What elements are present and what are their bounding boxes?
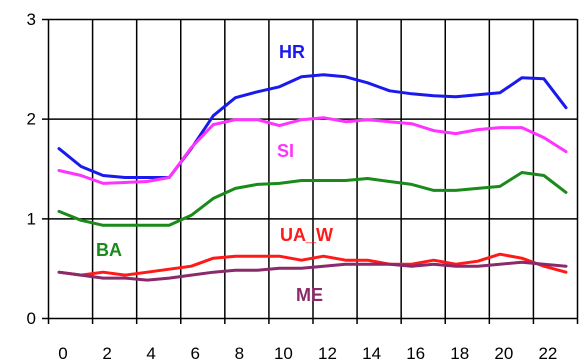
series-label-ba: BA <box>96 240 122 260</box>
x-tick-label: 12 <box>318 344 337 363</box>
x-tick-label: 0 <box>58 344 67 363</box>
x-tick-label: 2 <box>102 344 111 363</box>
y-tick-label: 0 <box>27 309 36 328</box>
y-tick-label: 2 <box>27 110 36 129</box>
y-tick-label: 1 <box>27 209 36 228</box>
series-label-layer: HR SI BA UA_W ME <box>96 42 333 305</box>
series-line-ua-w <box>57 252 568 277</box>
series-layer <box>57 73 568 282</box>
series-line-me <box>57 260 568 282</box>
series-line-hr <box>57 73 568 179</box>
series-label-si: SI <box>277 141 294 161</box>
x-tick-label: 6 <box>191 344 200 363</box>
series-line-si <box>57 116 568 185</box>
grid-layer <box>42 18 579 324</box>
y-tick-label: 3 <box>27 10 36 29</box>
x-tick-label: 16 <box>406 344 425 363</box>
x-tick-label: 18 <box>450 344 469 363</box>
x-tick-label: 14 <box>362 344 381 363</box>
x-tick-label: 20 <box>494 344 513 363</box>
x-tick-label: 22 <box>538 344 557 363</box>
x-tick-label: 10 <box>274 344 293 363</box>
series-label-ua-w: UA_W <box>280 225 333 245</box>
axis-layer: 01230246810121416182022h <box>27 10 558 363</box>
series-label-me: ME <box>296 285 323 305</box>
x-tick-label: 8 <box>235 344 244 363</box>
series-line-ba <box>57 171 568 227</box>
series-label-hr: HR <box>279 42 305 62</box>
x-tick-label: 4 <box>146 344 155 363</box>
